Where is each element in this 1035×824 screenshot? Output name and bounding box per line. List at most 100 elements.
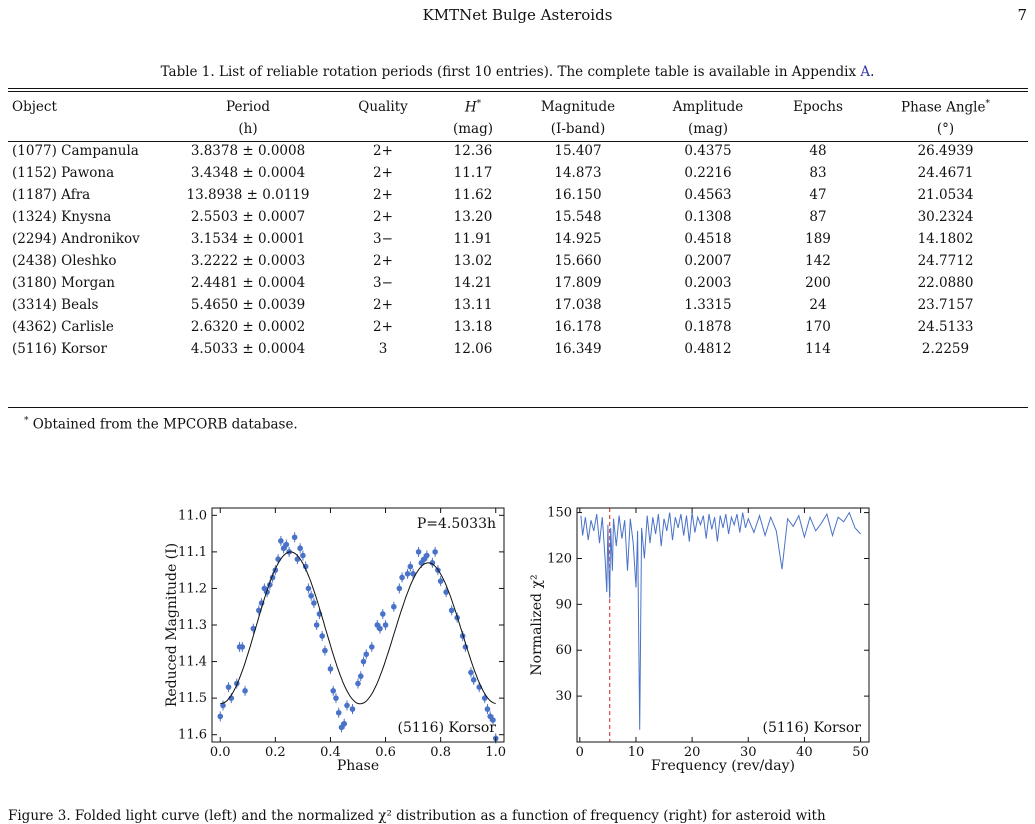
- x-tick-label: 0: [576, 745, 584, 760]
- running-title: KMTNet Bulge Asteroids: [422, 6, 613, 24]
- x-tick-label: 0.8: [430, 745, 451, 760]
- data-point: [357, 673, 364, 679]
- table-row: (4362) Carlisle 2.6320 ± 0.0002 2+ 13.18…: [8, 316, 1028, 338]
- cell-quality: 2+: [373, 253, 393, 269]
- x-axis-label: Phase: [337, 758, 379, 774]
- data-point: [322, 647, 328, 654]
- appendix-link[interactable]: A: [860, 64, 871, 80]
- data-point: [429, 560, 436, 566]
- data-point: [225, 684, 232, 690]
- cell-period: 2.6320 ± 0.0002: [190, 319, 306, 335]
- y-tick-label: 11.1: [178, 545, 207, 560]
- data-point: [333, 695, 339, 701]
- cell-h: 11.91: [453, 231, 493, 247]
- footnote-marker: *: [24, 416, 29, 426]
- data-point: [319, 633, 325, 639]
- col-header-h: H*: [433, 96, 513, 118]
- cell-h: 14.21: [453, 275, 493, 291]
- cell-h: 13.20: [453, 209, 493, 225]
- table-bottom-rule: [8, 407, 1028, 408]
- table-caption: Table 1. List of reliable rotation perio…: [0, 64, 1035, 80]
- light-curve-model: [220, 551, 496, 705]
- data-point: [242, 688, 248, 694]
- light-curve-axes: 0.0 0.2 0.4 0.6 0.8 1.0 11.0 11.1 11.2 11.3 11.4 11…: [178, 508, 506, 760]
- cell-magnitude: 15.407: [554, 143, 602, 159]
- data-point: [239, 644, 246, 650]
- data-point: [391, 603, 397, 610]
- cell-amplitude: 0.2007: [684, 253, 732, 269]
- cell-object: (2294) Andronikov: [12, 231, 140, 247]
- data-point: [311, 600, 317, 606]
- table-row: (5116) Korsor 4.5033 ± 0.0004 3 12.06 16…: [8, 338, 1028, 360]
- cell-period: 3.1534 ± 0.0001: [190, 231, 306, 247]
- footnote-text: Obtained from the MPCORB database.: [32, 416, 298, 433]
- cell-epochs: 24: [809, 297, 827, 313]
- data-point: [470, 677, 477, 683]
- cell-object: (1152) Pawona: [12, 165, 115, 181]
- cell-phase-angle: 24.7712: [917, 253, 974, 269]
- cell-quality: 2+: [373, 297, 393, 313]
- data-point: [308, 592, 314, 599]
- data-point: [305, 585, 312, 592]
- cell-h: 11.17: [453, 165, 493, 181]
- cell-epochs: 48: [809, 143, 827, 159]
- cell-period: 2.5503 ± 0.0007: [190, 209, 306, 225]
- col-header: Epochs: [793, 99, 843, 115]
- periodogram-plot: 0 10 20 30 40 50 30 60 90 120 150 (5116) Korsor Fr…: [529, 506, 870, 774]
- cell-amplitude: 0.2216: [684, 165, 732, 181]
- cell-phase-angle: 21.0534: [917, 187, 974, 203]
- cell-amplitude: 0.1878: [684, 319, 732, 335]
- data-point: [468, 669, 474, 676]
- cell-period: 2.4481 ± 0.0004: [190, 275, 306, 291]
- y-axis-label: Normalized χ²: [529, 574, 545, 675]
- data-point: [349, 706, 356, 712]
- figure-caption: Figure 3. Folded light curve (left) and …: [8, 808, 826, 824]
- cell-epochs: 200: [805, 275, 831, 291]
- data-point: [377, 625, 383, 632]
- periodogram-line: [580, 511, 861, 730]
- x-tick-label: 50: [852, 745, 869, 760]
- col-unit: (mag): [687, 121, 729, 137]
- cell-h: 11.62: [453, 187, 493, 203]
- cell-amplitude: 0.4563: [684, 187, 732, 203]
- cell-epochs: 87: [809, 209, 827, 225]
- table-unit-row: (h) (mag) (I-band) (mag) (°): [8, 118, 1028, 140]
- table-caption-text: Table 1. List of reliable rotation perio…: [160, 64, 861, 80]
- data-point: [404, 571, 411, 577]
- y-tick-label: 11.0: [178, 508, 207, 523]
- data-point: [344, 702, 350, 709]
- col-header: Magnitude: [540, 99, 616, 115]
- x-tick-label: 0.6: [375, 745, 396, 760]
- cell-quality: 2+: [373, 319, 393, 335]
- rotation-period-table: Object Period Quality H* Magnitude Ampli…: [8, 96, 1028, 360]
- cell-magnitude: 14.925: [554, 231, 602, 247]
- cell-phase-angle: 2.2259: [921, 341, 970, 357]
- data-point: [220, 702, 226, 709]
- cell-object: (4362) Carlisle: [12, 319, 114, 335]
- data-point: [407, 563, 414, 570]
- data-point: [330, 688, 337, 694]
- cell-phase-angle: 22.0880: [917, 275, 974, 291]
- data-point: [437, 578, 444, 584]
- cell-h: 13.18: [453, 319, 493, 335]
- col-header-h-symbol: H: [464, 99, 477, 116]
- data-point: [278, 538, 284, 544]
- x-tick-label: 20: [684, 745, 701, 760]
- cell-epochs: 170: [805, 319, 831, 335]
- cell-magnitude: 16.178: [554, 319, 602, 335]
- cell-phase-angle: 30.2324: [917, 209, 974, 225]
- cell-epochs: 83: [809, 165, 827, 181]
- light-curve-points: [217, 532, 499, 744]
- table-header-rule: [8, 141, 1028, 142]
- cell-epochs: 142: [805, 253, 831, 269]
- data-point: [327, 666, 334, 672]
- y-tick-label: 11.6: [178, 728, 207, 743]
- cell-h: 13.11: [453, 297, 493, 313]
- cell-amplitude: 0.2003: [684, 275, 732, 291]
- cell-amplitude: 0.1308: [684, 209, 732, 225]
- data-point: [448, 607, 455, 614]
- data-point: [283, 541, 290, 548]
- data-point: [300, 552, 306, 559]
- y-tick-label: 11.4: [178, 655, 207, 670]
- data-point: [217, 713, 224, 720]
